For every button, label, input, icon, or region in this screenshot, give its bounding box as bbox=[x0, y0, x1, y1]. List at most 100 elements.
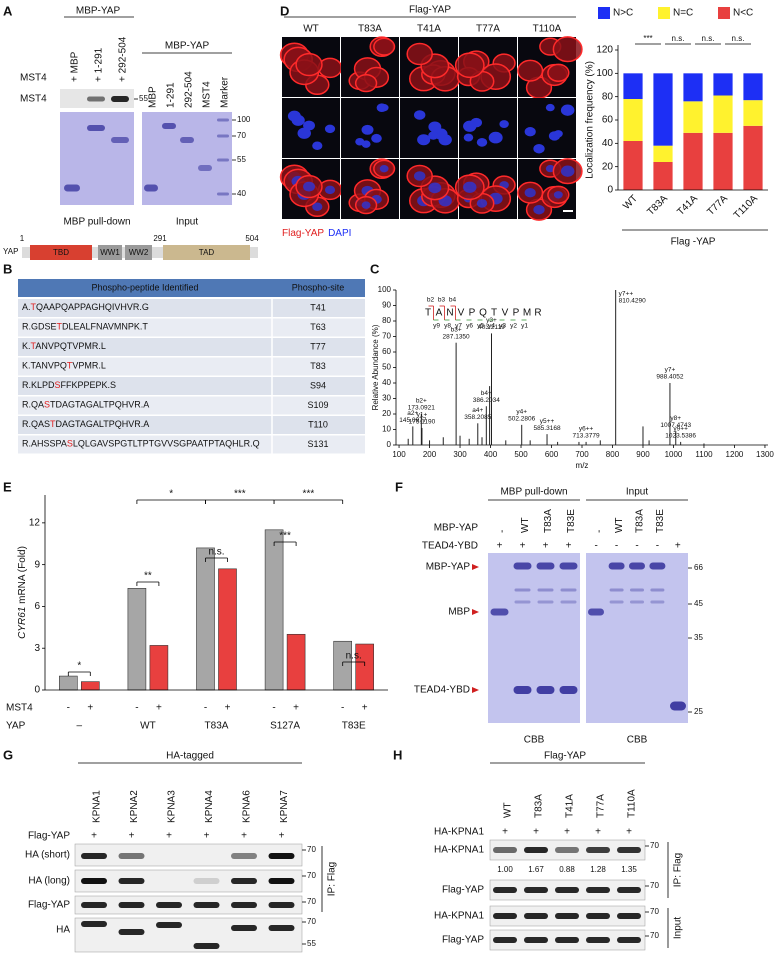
band bbox=[617, 887, 641, 893]
lane-label: + 1-291 bbox=[94, 47, 105, 82]
band bbox=[559, 562, 578, 570]
band bbox=[555, 913, 579, 919]
lane-label: KPNA4 bbox=[204, 790, 215, 823]
band bbox=[493, 913, 517, 919]
bar bbox=[149, 645, 169, 691]
ion-mz-label: 585.3168 bbox=[533, 425, 560, 432]
caption: CBB bbox=[627, 735, 648, 746]
y-axis-label-rest: mRNA (Fold) bbox=[17, 546, 28, 607]
cell bbox=[373, 37, 396, 56]
y-tick-label: 60 bbox=[382, 347, 391, 356]
band bbox=[524, 937, 548, 943]
bar-segment bbox=[623, 141, 643, 190]
x-tick-label: 400 bbox=[484, 450, 498, 459]
ion-mz-label: 502.2806 bbox=[508, 416, 535, 423]
sequence-residue: T bbox=[491, 308, 497, 319]
bar-segment bbox=[713, 95, 733, 133]
nucleus bbox=[413, 171, 426, 181]
ion-mz-label: 403.2119 bbox=[478, 324, 505, 331]
legend-entry: DAPI bbox=[328, 228, 351, 239]
nucleus bbox=[361, 201, 371, 209]
band bbox=[536, 562, 555, 570]
bar-segment bbox=[713, 73, 733, 96]
blot bbox=[74, 917, 303, 953]
nucleus bbox=[463, 133, 474, 142]
column-label: T110A bbox=[533, 24, 562, 35]
nucleus bbox=[499, 120, 509, 129]
bar bbox=[196, 547, 215, 691]
bar-segment bbox=[623, 99, 643, 141]
nucleus bbox=[476, 137, 488, 147]
row-label: MST4 bbox=[6, 703, 33, 714]
arrowhead bbox=[472, 564, 479, 570]
peptide: A.TQAAPQAPPAGHQIVHVR.G bbox=[22, 302, 149, 312]
legend-swatch bbox=[598, 7, 610, 19]
significance-label: *** bbox=[303, 489, 315, 500]
band bbox=[87, 96, 105, 102]
band bbox=[217, 134, 229, 138]
panel-label: H bbox=[393, 747, 402, 762]
sequence-residue: T bbox=[425, 308, 431, 319]
table-header bbox=[18, 279, 365, 297]
sequence-residue: M bbox=[523, 308, 531, 319]
peptide-part: R.QAS bbox=[22, 419, 50, 429]
bar bbox=[58, 675, 78, 691]
nucleus bbox=[545, 164, 555, 173]
y-tick-label: 100 bbox=[596, 68, 613, 79]
caption: MBP pull-down bbox=[63, 217, 130, 228]
band bbox=[493, 847, 517, 853]
band bbox=[493, 937, 517, 943]
row-label: MST4 bbox=[20, 73, 47, 84]
band bbox=[586, 847, 610, 853]
panel-label: D bbox=[280, 3, 289, 18]
lane-label: KPNA2 bbox=[129, 790, 140, 823]
band-label: TEAD4-YBD bbox=[414, 685, 470, 696]
blot-label: HA (short) bbox=[25, 850, 70, 861]
row-label: Flag-YAP bbox=[28, 831, 70, 842]
phospho-site: T77 bbox=[310, 341, 326, 351]
b-ion-label: b2 bbox=[427, 297, 435, 304]
peptide-part: A. bbox=[22, 302, 31, 312]
y-axis-label: CYR61 mRNA (Fold) bbox=[17, 546, 28, 639]
peptide-part: T bbox=[31, 341, 37, 351]
x-tick-label: S127A bbox=[270, 721, 300, 732]
band bbox=[111, 137, 129, 143]
band bbox=[268, 853, 295, 859]
table-row bbox=[18, 338, 365, 356]
b-ion-label: b3 bbox=[438, 297, 446, 304]
sign-label: - bbox=[204, 703, 207, 714]
column-label: WT bbox=[303, 24, 319, 35]
lane-label: + 292-504 bbox=[118, 36, 129, 82]
peptide-part: R.GDSE bbox=[22, 322, 57, 332]
peptide-part: S bbox=[44, 400, 50, 410]
band bbox=[617, 847, 641, 853]
lane-label: T41A bbox=[565, 794, 576, 818]
blot-label: Flag-YAP bbox=[442, 885, 484, 896]
peptide-part: LQLGAVSPGTLTPTGVVSGPAATPTAQHLR.Q bbox=[73, 439, 260, 449]
blot-label: HA-KPNA1 bbox=[434, 845, 484, 856]
y-tick-label: 40 bbox=[382, 378, 391, 387]
x-axis-label: m/z bbox=[576, 461, 589, 470]
band bbox=[586, 913, 610, 919]
sequence-residue: N bbox=[446, 308, 453, 319]
peptide-part: R.AHSSPA bbox=[22, 439, 67, 449]
nucleus bbox=[533, 205, 545, 215]
bar-segment bbox=[623, 73, 643, 99]
significance-label: n.s. bbox=[672, 34, 685, 43]
y-axis-label: Relative Abundance (%) bbox=[371, 324, 380, 410]
ion-label: a2+ bbox=[407, 410, 418, 417]
band bbox=[650, 600, 665, 604]
bar bbox=[264, 529, 284, 691]
phospho-site: S109 bbox=[307, 400, 328, 410]
marker: 70 bbox=[307, 897, 316, 906]
sign-label: + bbox=[543, 541, 549, 552]
blot bbox=[74, 869, 303, 893]
y-tick-label: 20 bbox=[382, 409, 391, 418]
cell bbox=[406, 42, 433, 66]
panel-label: E bbox=[3, 479, 12, 494]
phospho-site: T63 bbox=[310, 322, 326, 332]
lane-label: KPNA1 bbox=[92, 790, 103, 823]
x-tick-label: 800 bbox=[606, 450, 620, 459]
bar-segment bbox=[653, 145, 673, 162]
quantification: 0.88 bbox=[559, 865, 575, 874]
